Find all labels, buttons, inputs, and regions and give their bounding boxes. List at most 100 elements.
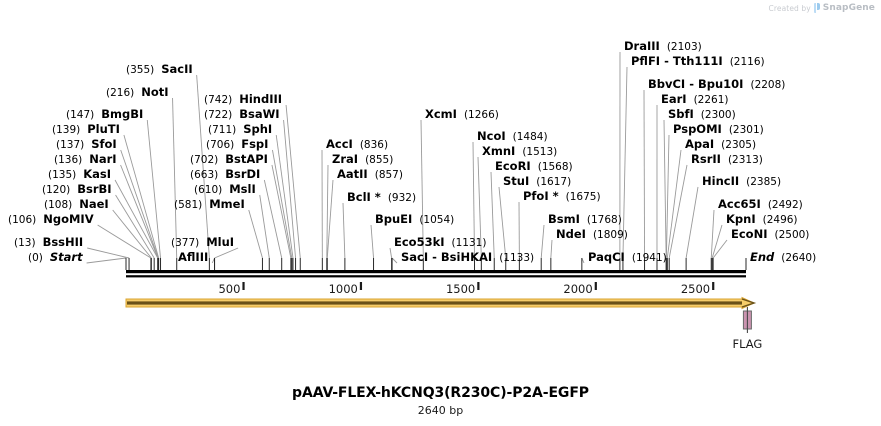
enzyme-position: (2300)	[700, 109, 736, 121]
enzyme-name: EcoNI	[731, 227, 768, 241]
enzyme-name: AatII	[337, 167, 368, 181]
enzyme-label-ncoi[interactable]: NcoI (1484)	[477, 130, 548, 143]
enzyme-name: MslI	[229, 182, 256, 196]
enzyme-label-mlui[interactable]: (377) MluI	[171, 236, 234, 249]
enzyme-label-pfoi-[interactable]: PfoI * (1675)	[523, 190, 601, 203]
enzyme-cut-tick	[299, 258, 301, 270]
orf-arrow-head-line	[741, 298, 757, 308]
enzyme-position: (932)	[387, 192, 417, 204]
enzyme-label-spacer	[721, 153, 728, 166]
enzyme-label-bsshii[interactable]: (13) BssHII	[14, 236, 83, 249]
enzyme-label-bbvci-bpu10i[interactable]: BbvCI - Bpu10I (2208)	[648, 78, 785, 91]
enzyme-position: (1133)	[499, 252, 535, 264]
enzyme-cut-tick	[292, 258, 294, 270]
enzyme-label-aatii[interactable]: AatII (857)	[337, 167, 403, 181]
enzyme-name: NarI	[89, 152, 117, 166]
enzyme-label-sacii[interactable]: (355) SacII	[126, 62, 193, 76]
enzyme-label-apai[interactable]: ApaI (2305)	[685, 138, 756, 151]
enzyme-label-pluti[interactable]: (139) PluTI	[52, 123, 120, 136]
enzyme-position: (1941)	[631, 252, 667, 264]
enzyme-position: (2301)	[728, 124, 764, 136]
enzyme-label-noti[interactable]: (216) NotI	[106, 86, 169, 99]
enzyme-label-spacer	[722, 123, 729, 136]
enzyme-name: KpnI	[726, 212, 756, 226]
enzyme-label-sfoi[interactable]: (137) SfoI	[56, 138, 117, 151]
enzyme-cut-tick	[712, 258, 714, 270]
orf-arrow-core-line	[127, 301, 742, 305]
enzyme-label-kpni[interactable]: KpnI (2496)	[726, 212, 798, 226]
enzyme-position: (711)	[208, 124, 237, 136]
enzyme-leader-line	[275, 134, 294, 259]
enzyme-label-pspomi[interactable]: PspOMI (2301)	[673, 123, 764, 136]
enzyme-label-draiii[interactable]: DraIII (2103)	[624, 40, 702, 53]
enzyme-label-hindiii[interactable]: (742) HindIII	[204, 93, 282, 106]
enzyme-name: BpuEI	[375, 212, 413, 226]
enzyme-cut-tick	[480, 258, 482, 270]
enzyme-cut-tick	[422, 258, 424, 270]
enzyme-label-xcmi[interactable]: XcmI (1266)	[425, 108, 499, 121]
enzyme-cut-tick	[268, 258, 270, 270]
enzyme-label-mmei[interactable]: (581) MmeI	[174, 197, 245, 211]
enzyme-name: FspI	[241, 137, 269, 151]
enzyme-name: BstAPI	[225, 152, 268, 166]
enzyme-label-ndei[interactable]: NdeI (1809)	[556, 227, 628, 241]
enzyme-label-spacer	[694, 108, 701, 121]
enzyme-label-spacer	[761, 198, 768, 211]
enzyme-label-bsrbi[interactable]: (120) BsrBI	[42, 183, 112, 196]
enzyme-label-ecori[interactable]: EcoRI (1568)	[495, 160, 573, 173]
enzyme-label-afliii[interactable]: AflIII	[171, 251, 208, 264]
enzyme-label-bsawi[interactable]: (722) BsaWI	[204, 108, 280, 121]
enzyme-label-bpuei[interactable]: BpuEI (1054)	[375, 212, 454, 226]
enzyme-label-bstapi[interactable]: (702) BstAPI	[190, 152, 268, 166]
enzyme-label-bsmi[interactable]: BsmI (1768)	[548, 213, 622, 226]
enzyme-label-fspi[interactable]: (706) FspI	[206, 137, 269, 151]
enzyme-label-pflfi-tth111i[interactable]: PflFI - Tth111I (2116)	[631, 55, 765, 68]
enzyme-name: SacII	[161, 62, 193, 76]
enzyme-position: (2261)	[693, 94, 729, 106]
enzyme-label-nari[interactable]: (136) NarI	[54, 152, 117, 166]
backbone-lower-line	[126, 275, 746, 278]
enzyme-name: End	[750, 250, 775, 264]
enzyme-leader-line	[272, 149, 293, 259]
enzyme-label-sphi[interactable]: (711) SphI	[208, 123, 272, 136]
enzyme-position: (1675)	[565, 191, 601, 203]
enzyme-label-kasi[interactable]: (135) KasI	[48, 168, 111, 181]
enzyme-label-sbfi[interactable]: SbfI (2300)	[668, 108, 736, 121]
enzyme-label-paqci[interactable]: PaqCI (1941)	[588, 251, 667, 264]
enzyme-name: BsrDI	[225, 167, 261, 181]
enzyme-name: NdeI	[556, 227, 586, 241]
enzyme-cut-tick	[290, 258, 292, 270]
enzyme-label-bcli-[interactable]: BclI * (932)	[347, 191, 417, 204]
enzyme-cut-tick	[668, 258, 670, 270]
enzyme-label-bmgbi[interactable]: (147) BmgBI	[66, 108, 143, 121]
enzyme-leader-line	[663, 119, 667, 259]
enzyme-label-rsrii[interactable]: RsrII (2313)	[691, 153, 763, 166]
sequence-backbone-group	[126, 270, 746, 278]
enzyme-label-bsrdi[interactable]: (663) BsrDI	[190, 167, 261, 181]
enzyme-position: (702)	[190, 154, 219, 166]
enzyme-label-acc65i[interactable]: Acc65I (2492)	[718, 198, 803, 211]
enzyme-label-ngomiv[interactable]: (106) NgoMIV	[8, 213, 94, 226]
enzyme-label-end[interactable]: End (2640)	[750, 250, 816, 264]
enzyme-label-msli[interactable]: (610) MslI	[194, 182, 256, 196]
enzyme-label-hincii[interactable]: HincII (2385)	[702, 175, 781, 188]
enzyme-label-saci-bsihkai[interactable]: SacI - BsiHKAI (1133)	[401, 251, 535, 264]
enzyme-name: Eco53kI	[394, 235, 445, 249]
enzyme-label-acci[interactable]: AccI (836)	[326, 138, 388, 151]
enzyme-label-naei[interactable]: (108) NaeI	[44, 198, 109, 211]
enzyme-position: (663)	[190, 169, 219, 181]
enzyme-label-xmni[interactable]: XmnI (1513)	[482, 145, 557, 158]
enzyme-name: MmeI	[209, 197, 245, 211]
ruler-tick-mark	[477, 282, 480, 290]
enzyme-label-start[interactable]: (0) Start	[28, 251, 83, 264]
enzyme-label-spacer	[43, 251, 50, 264]
enzyme-label-stui[interactable]: StuI (1617)	[503, 175, 571, 188]
plasmid-size-label: 2640 bp	[417, 404, 464, 417]
enzyme-leader-line	[710, 209, 715, 259]
enzyme-label-econi[interactable]: EcoNI (2500)	[731, 227, 809, 241]
enzyme-label-eari[interactable]: EarI (2261)	[661, 93, 729, 106]
enzyme-leader-line	[666, 149, 682, 259]
enzyme-label-zrai[interactable]: ZraI (855)	[332, 153, 393, 166]
enzyme-label-eco53ki[interactable]: Eco53kI (1131)	[394, 235, 486, 249]
enzyme-cut-tick	[344, 258, 346, 270]
